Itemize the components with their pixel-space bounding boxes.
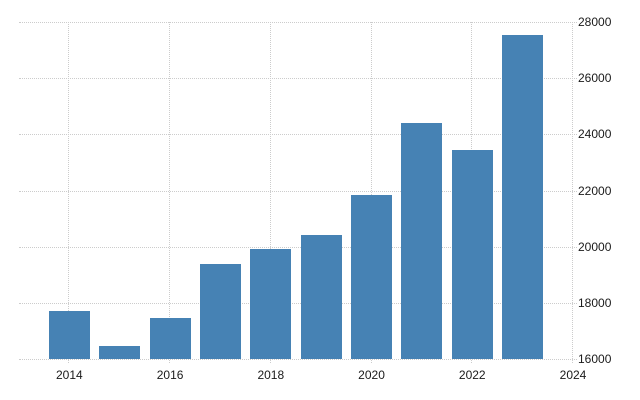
h-gridline-26000 bbox=[19, 78, 577, 80]
h-gridline-24000 bbox=[19, 134, 577, 136]
y-tick-label-22000: 22000 bbox=[578, 183, 612, 198]
v-gridline-2014 bbox=[68, 22, 70, 363]
bar-2016 bbox=[149, 318, 191, 359]
y-tick-label-16000: 16000 bbox=[578, 352, 612, 366]
h-gridline-18000 bbox=[19, 302, 577, 304]
h-gridline-20000 bbox=[19, 246, 577, 248]
h-gridline-22000 bbox=[19, 190, 577, 192]
x-tick-label-2016: 2016 bbox=[156, 368, 184, 382]
x-tick-label-2022: 2022 bbox=[458, 368, 486, 382]
bar-2015 bbox=[99, 346, 141, 359]
y-tick-label-28000: 28000 bbox=[578, 15, 612, 29]
bar-2014 bbox=[48, 311, 90, 359]
y-tick-label-20000: 20000 bbox=[578, 239, 612, 254]
bar-2023 bbox=[502, 34, 544, 359]
x-tick-label-2020: 2020 bbox=[358, 368, 385, 382]
x-tick-label-2024: 2024 bbox=[559, 368, 587, 382]
x-tick-label-2014: 2014 bbox=[56, 368, 83, 382]
bar-2017 bbox=[199, 263, 241, 359]
bar-2020 bbox=[351, 194, 393, 359]
v-gridline-2020 bbox=[370, 22, 372, 363]
bar-2019 bbox=[300, 235, 342, 359]
h-gridline-16000 bbox=[19, 359, 577, 360]
y-tick-label-26000: 26000 bbox=[578, 71, 612, 86]
v-gridline-2016 bbox=[169, 22, 171, 363]
v-gridline-2024 bbox=[572, 22, 573, 363]
bar-2018 bbox=[250, 249, 292, 359]
y-tick-label-24000: 24000 bbox=[578, 127, 612, 142]
y-tick-label-18000: 18000 bbox=[578, 295, 612, 310]
x-tick-label-2018: 2018 bbox=[257, 368, 285, 382]
h-gridline-28000 bbox=[19, 22, 577, 23]
bar-2021 bbox=[401, 123, 443, 359]
v-gridline-2018 bbox=[269, 22, 271, 363]
bar-2022 bbox=[451, 149, 493, 359]
